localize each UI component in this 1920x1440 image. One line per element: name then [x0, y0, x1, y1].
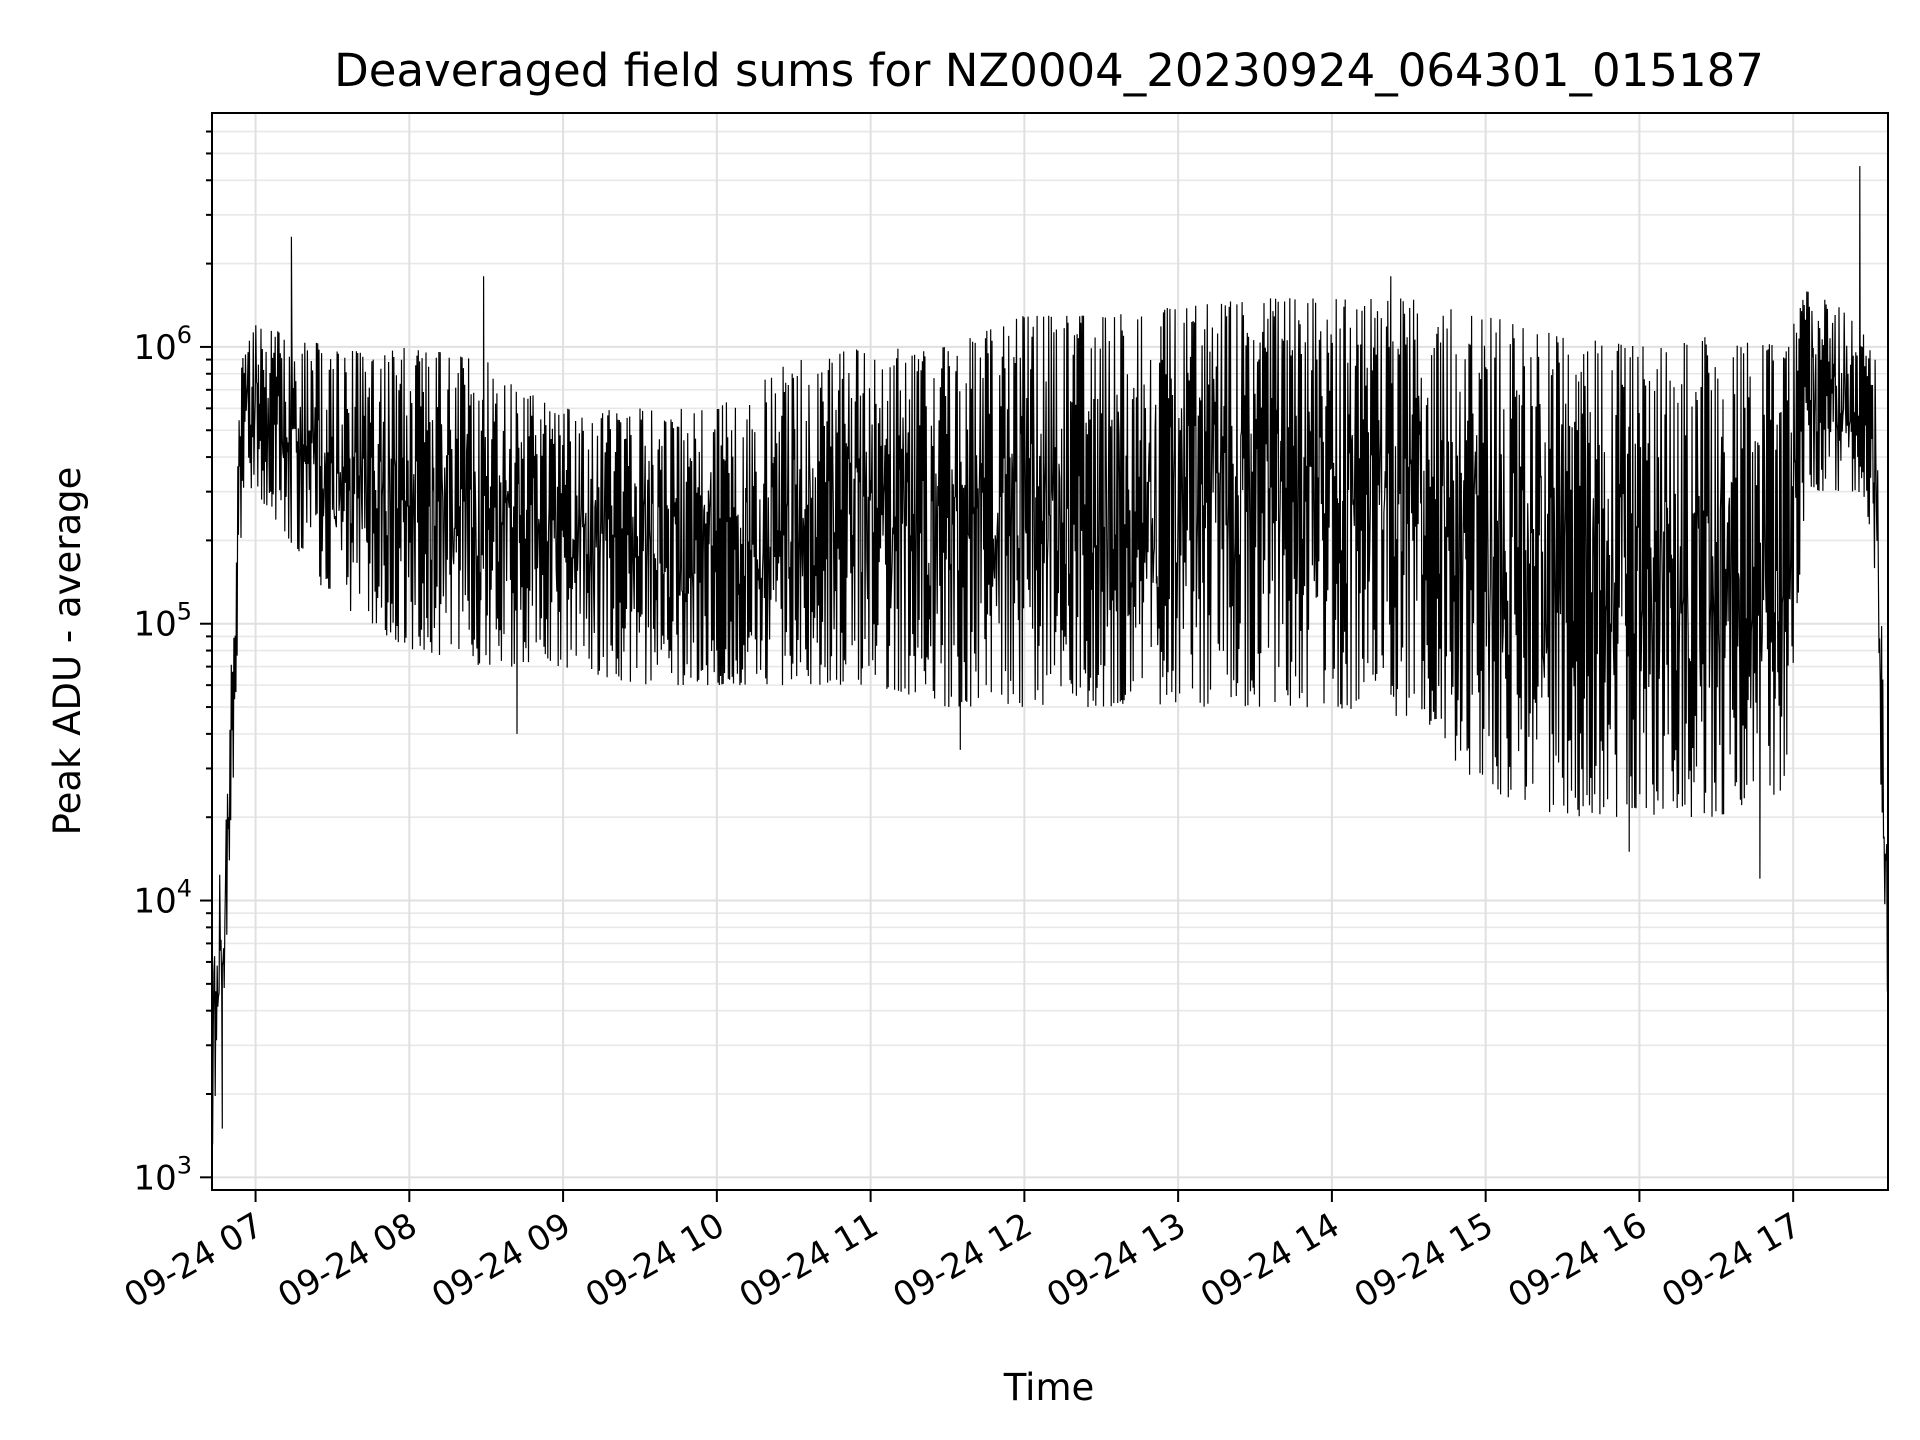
chart-title: Deaveraged field sums for NZ0004_2023092…: [334, 44, 1764, 97]
y-tick-label: 103: [133, 1151, 192, 1198]
series-line: [211, 166, 1889, 1145]
x-tick-label: 09-24 13: [1040, 1205, 1192, 1316]
x-tick-label: 09-24 09: [425, 1205, 577, 1316]
x-axis-ticks: 09-24 07 09-24 08 09-24 09 09-24 10 09-24 11…: [118, 1190, 1808, 1316]
y-tick-label: 105: [133, 598, 192, 645]
x-tick-label: 09-24 11: [733, 1205, 885, 1316]
y-axis-ticks: 103 104 105 106: [133, 130, 212, 1198]
data-series: [211, 166, 1889, 1145]
x-tick-label: 09-24 17: [1655, 1205, 1807, 1316]
x-tick-label: 09-24 10: [579, 1205, 731, 1316]
x-tick-label: 09-24 12: [886, 1205, 1038, 1316]
y-tick-label: 106: [133, 321, 192, 368]
x-tick-label: 09-24 16: [1502, 1205, 1654, 1316]
y-axis-label: Peak ADU - average: [46, 467, 89, 836]
y-tick-label: 104: [133, 875, 192, 922]
x-tick-label: 09-24 14: [1194, 1205, 1346, 1316]
x-tick-label: 09-24 08: [271, 1205, 423, 1316]
x-tick-label: 09-24 15: [1348, 1205, 1500, 1316]
x-tick-label: 09-24 07: [118, 1205, 270, 1316]
x-axis-label: Time: [1003, 1366, 1095, 1409]
